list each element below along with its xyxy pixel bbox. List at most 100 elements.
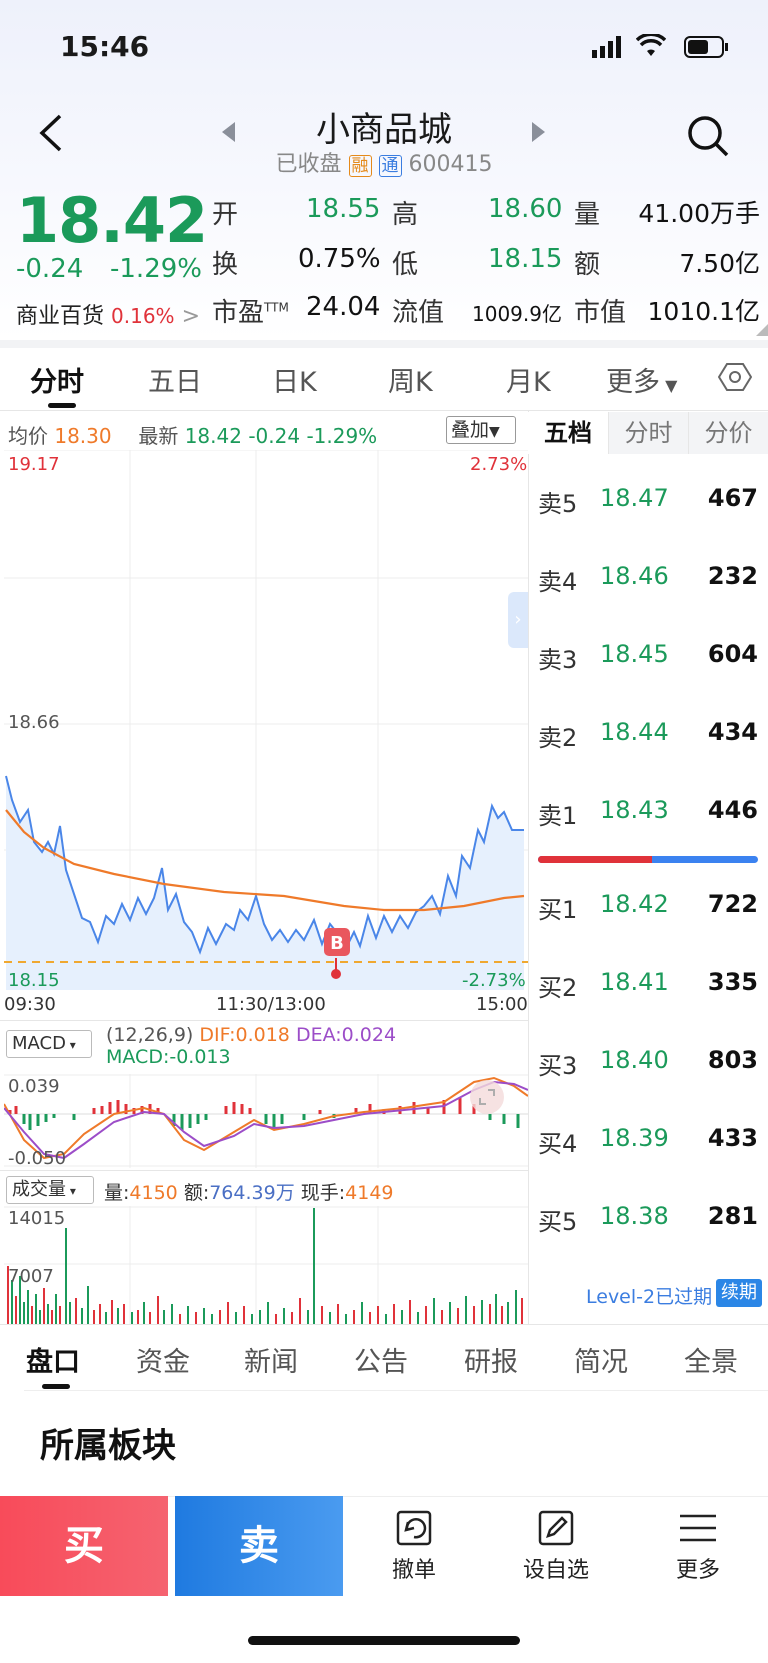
- ask-row-4: 卖4 18.46 232: [538, 562, 758, 602]
- cancel-order-button[interactable]: 撤单: [356, 1496, 472, 1596]
- ask-price: 18.44: [600, 718, 669, 746]
- tab-announcements[interactable]: 公告: [354, 1347, 408, 1378]
- tab-monthly-k[interactable]: 月K: [506, 367, 551, 398]
- more-button[interactable]: 更多: [640, 1496, 756, 1596]
- ask-row-1: 卖1 18.43 446: [538, 796, 758, 836]
- header-background: [0, 0, 768, 340]
- intraday-chart[interactable]: B 19.17: [4, 450, 528, 994]
- next-stock-icon[interactable]: [532, 122, 546, 146]
- latest-value: 18.42: [184, 424, 242, 448]
- last-price: 18.42: [16, 184, 208, 257]
- ask-price: 18.46: [600, 562, 669, 590]
- sector-pct: 0.16%: [111, 304, 175, 328]
- volume-divider: [0, 1170, 528, 1171]
- tabs-divider: [0, 410, 768, 411]
- bid-price: 18.38: [600, 1202, 669, 1230]
- bid-volume: 803: [707, 1046, 758, 1074]
- search-icon[interactable]: [686, 114, 730, 162]
- buy-button-label: 买: [64, 1523, 104, 1569]
- volume-chart[interactable]: [4, 1206, 528, 1324]
- buy-marker-text: B: [330, 933, 344, 954]
- buy-marker: [324, 928, 350, 956]
- expand-panel-tab[interactable]: ›: [508, 592, 528, 648]
- high-value: 18.60: [488, 194, 563, 224]
- bid-label: 买4: [538, 1130, 578, 1158]
- tab-intraday[interactable]: 分时: [30, 367, 84, 398]
- market-cap-value: 1010.1亿: [647, 297, 760, 326]
- turnover-value: 0.75%: [298, 244, 381, 274]
- ask-volume: 467: [707, 484, 758, 512]
- tab-news[interactable]: 新闻: [244, 1347, 298, 1378]
- price-change-pct: -1.29%: [110, 254, 202, 284]
- orderbook-border: [528, 410, 529, 1324]
- macd-selector[interactable]: MACD ▾: [6, 1030, 92, 1058]
- prev-stock-icon[interactable]: [222, 122, 236, 146]
- bottom-tabs-top-border: [0, 1324, 768, 1325]
- vol-label: 量:: [104, 1182, 130, 1204]
- bottom-tabs-divider: [24, 1390, 768, 1391]
- volume-selector-label: 成交量: [12, 1179, 66, 1200]
- sector-link[interactable]: 商业百货 0.16% >: [16, 298, 200, 330]
- avg-value: 18.30: [54, 424, 112, 448]
- macd-legend: (12,26,9) DIF:0.018 DEA:0.024 MACD:-0.01…: [106, 1024, 396, 1068]
- avg-label: 均价: [8, 424, 48, 448]
- edit-icon: [538, 1510, 574, 1546]
- tab-weekly-k[interactable]: 周K: [388, 367, 433, 398]
- bid-volume: 433: [707, 1124, 758, 1152]
- latest-pct: -1.29%: [306, 424, 378, 448]
- dea-value: 0.024: [341, 1024, 397, 1046]
- tab-research[interactable]: 研报: [464, 1347, 518, 1378]
- sell-button-label: 卖: [239, 1523, 279, 1569]
- bid-row-5: 买5 18.38 281: [538, 1202, 758, 1242]
- price-line: [5, 775, 524, 955]
- tab-panorama[interactable]: 全景: [684, 1347, 738, 1378]
- intraday-legend: 均价 18.30 最新 18.42 -0.24 -1.29%: [8, 420, 377, 449]
- bid-label: 买2: [538, 974, 578, 1002]
- volume-legend: 量:4150 额:764.39万 现手:4149: [104, 1178, 394, 1205]
- sell-button[interactable]: 卖: [175, 1496, 343, 1596]
- macd-divider: [0, 1020, 528, 1021]
- volume-y-top: 14015: [8, 1208, 66, 1229]
- fullscreen-icon[interactable]: [470, 1080, 504, 1114]
- bid-ask-ratio-bid: [538, 856, 653, 863]
- renew-button[interactable]: 续期: [716, 1279, 762, 1307]
- macd-histogram: [8, 1098, 520, 1130]
- level2-status: Level-2已过期: [586, 1286, 713, 1308]
- chart-settings-icon[interactable]: [717, 362, 753, 396]
- ask-price: 18.43: [600, 796, 669, 824]
- caret-down-icon: ▼: [489, 424, 500, 440]
- macd-chart[interactable]: [4, 1074, 528, 1168]
- orderbook-tab-ticks[interactable]: 分时: [608, 412, 688, 454]
- orderbook-tab-pricelevel[interactable]: 分价: [688, 412, 768, 454]
- bid-row-1: 买1 18.42 722: [538, 890, 758, 930]
- macd-y-top: 0.039: [8, 1076, 60, 1097]
- tab-five-day[interactable]: 五日: [148, 367, 202, 398]
- dea-line: [4, 1080, 528, 1160]
- buy-button[interactable]: 买: [0, 1496, 168, 1596]
- volume-value: 41.00万手: [638, 199, 760, 228]
- ask-label: 卖2: [538, 724, 578, 752]
- volume-selector[interactable]: 成交量 ▾: [6, 1176, 94, 1204]
- caret-down-icon: ▾: [66, 1184, 76, 1198]
- hand-value: 4149: [345, 1182, 394, 1204]
- macd-label: MACD:: [106, 1046, 170, 1068]
- add-watchlist-button[interactable]: 设自选: [498, 1496, 614, 1596]
- amount-label: 额: [574, 250, 601, 280]
- pe-label: 市盈TTM: [212, 292, 289, 329]
- back-icon[interactable]: [36, 112, 66, 158]
- macd-params: (12,26,9): [106, 1024, 194, 1046]
- tab-order-book[interactable]: 盘口: [26, 1347, 80, 1378]
- amt-label: 额:: [183, 1182, 210, 1204]
- overlay-button[interactable]: 叠加▼: [446, 416, 516, 444]
- tab-profile[interactable]: 简况: [574, 1347, 628, 1378]
- bid-volume: 335: [707, 968, 758, 996]
- bid-row-3: 买3 18.40 803: [538, 1046, 758, 1086]
- ask-row-3: 卖3 18.45 604: [538, 640, 758, 680]
- bid-price: 18.42: [600, 890, 669, 918]
- tab-daily-k[interactable]: 日K: [272, 367, 317, 398]
- tab-more-label: 更多: [606, 367, 660, 398]
- margin-badge: 融: [348, 155, 372, 177]
- tab-funds[interactable]: 资金: [136, 1347, 190, 1378]
- orderbook-tab-fivelevel[interactable]: 五档: [528, 412, 608, 454]
- tab-more[interactable]: 更多 ▼: [606, 360, 677, 399]
